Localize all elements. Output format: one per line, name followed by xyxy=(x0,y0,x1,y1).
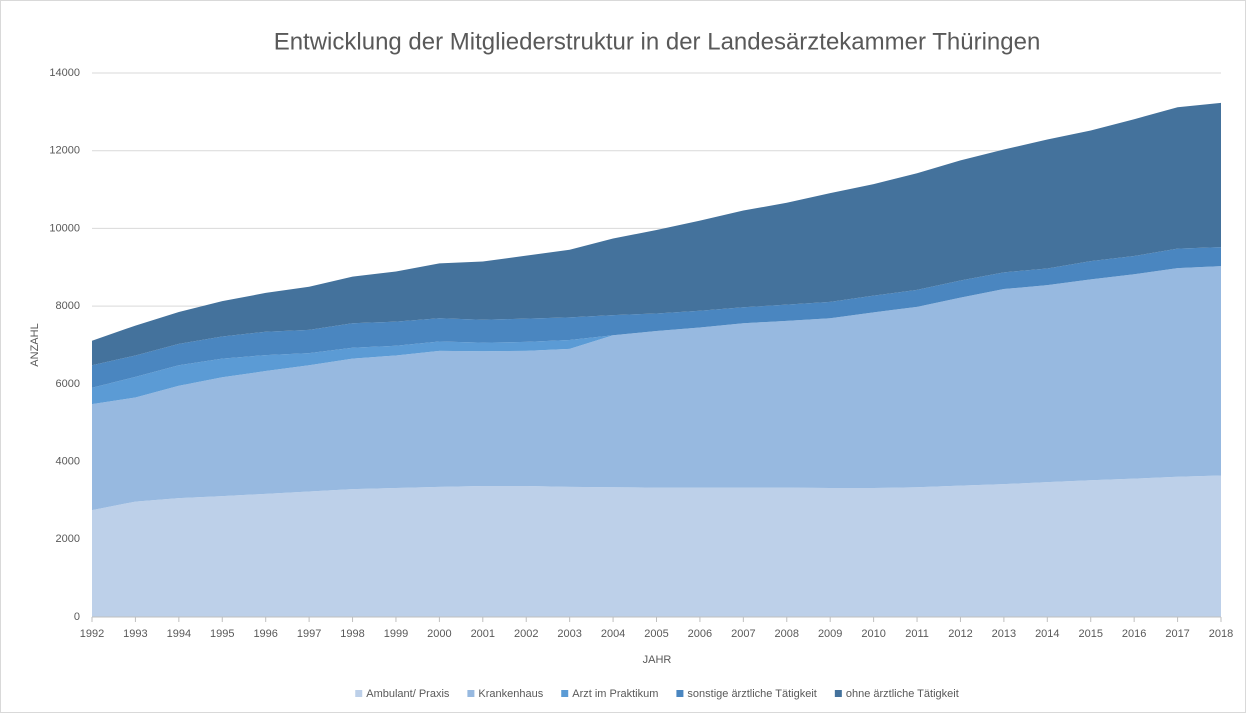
y-tick-label: 14000 xyxy=(49,67,80,79)
area xyxy=(92,247,1221,388)
chart-title: Entwicklung der Mitgliederstruktur in de… xyxy=(274,28,1041,55)
x-tick-label: 1993 xyxy=(123,628,147,640)
x-axis-label: JAHR xyxy=(643,654,672,666)
x-tick-label: 2015 xyxy=(1078,628,1102,640)
x-tick-label: 1994 xyxy=(167,628,191,640)
legend-swatch xyxy=(834,690,842,697)
area xyxy=(92,102,1221,366)
legend-label: Arzt im Praktikum xyxy=(572,688,658,700)
x-tick-label: 2000 xyxy=(427,628,451,640)
legend-swatch xyxy=(676,690,684,697)
x-tick-label: 2014 xyxy=(1035,628,1059,640)
y-tick-label: 2000 xyxy=(56,533,80,545)
x-tick-label: 2006 xyxy=(688,628,712,640)
x-tick-label: 1992 xyxy=(80,628,104,640)
y-tick-label: 4000 xyxy=(56,455,80,467)
y-tick-label: 6000 xyxy=(56,378,80,390)
x-tick-label: 2007 xyxy=(731,628,755,640)
x-tick-label: 1995 xyxy=(210,628,234,640)
x-tick-label: 2012 xyxy=(948,628,972,640)
x-tick-label: 2005 xyxy=(644,628,668,640)
legend-label: Ambulant/ Praxis xyxy=(366,688,450,700)
x-tick-label: 2016 xyxy=(1122,628,1146,640)
legend-label: sonstige ärztliche Tätigkeit xyxy=(687,688,816,700)
legend-swatch xyxy=(561,690,569,697)
area xyxy=(92,266,1221,511)
legend-label: Krankenhaus xyxy=(478,688,543,700)
x-tick-label: 2011 xyxy=(905,628,929,640)
x-tick-label: 2017 xyxy=(1165,628,1189,640)
x-tick-label: 2013 xyxy=(992,628,1016,640)
x-tick-label: 2010 xyxy=(861,628,885,640)
x-tick-label: 2018 xyxy=(1209,628,1233,640)
x-tick-label: 2004 xyxy=(601,628,625,640)
y-axis-label: ANZAHL xyxy=(29,323,41,366)
legend-swatch xyxy=(467,690,475,697)
x-tick-label: 2009 xyxy=(818,628,842,640)
x-tick-label: 1998 xyxy=(340,628,364,640)
x-tick-label: 1996 xyxy=(253,628,277,640)
legend: Ambulant/ Praxis Krankenhaus Arzt im Prakt… xyxy=(355,688,959,700)
x-tick-label: 1999 xyxy=(384,628,408,640)
x-tick-label: 2003 xyxy=(557,628,581,640)
x-tick-label: 2001 xyxy=(471,628,495,640)
y-tick-label: 10000 xyxy=(49,222,80,234)
x-tick-label: 2002 xyxy=(514,628,538,640)
legend-label: ohne ärztliche Tätigkeit xyxy=(846,688,959,700)
x-tick-label: 1997 xyxy=(297,628,321,640)
x-tick-label: 2008 xyxy=(775,628,799,640)
y-tick-label: 12000 xyxy=(49,145,80,157)
y-tick-label: 0 xyxy=(74,611,80,623)
legend-swatch xyxy=(355,690,363,697)
y-tick-label: 8000 xyxy=(56,300,80,312)
area xyxy=(92,475,1221,617)
